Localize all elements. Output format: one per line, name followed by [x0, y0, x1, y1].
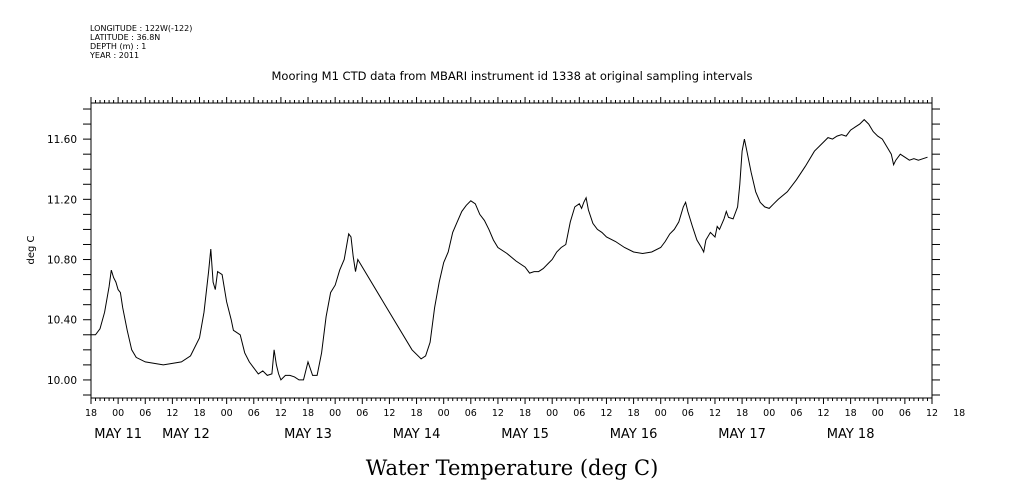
- x-tick-label: 06: [573, 408, 585, 419]
- x-tick-label: 00: [546, 408, 558, 419]
- x-tick-label: 06: [139, 408, 151, 419]
- longitude-label: LONGITUDE : 122W(-122): [90, 24, 192, 33]
- x-tick-label: 12: [166, 408, 178, 419]
- x-tick-label: 18: [845, 408, 857, 419]
- y-tick-label: 11.60: [47, 134, 77, 146]
- x-tick-label: 06: [790, 408, 802, 419]
- y-tick-label: 11.20: [47, 194, 77, 206]
- date-label: MAY 15: [501, 427, 549, 442]
- date-label: MAY 18: [827, 427, 875, 442]
- x-tick-label: 00: [763, 408, 775, 419]
- date-label: MAY 13: [284, 427, 332, 442]
- x-tick-label: 06: [465, 408, 477, 419]
- x-tick-label: 18: [519, 408, 531, 419]
- x-tick-label: 06: [356, 408, 368, 419]
- date-labels: MAY 11 MAY 12 MAY 13 MAY 14 MAY 15 MAY 16 MAY …: [94, 427, 874, 442]
- x-tick-label: 12: [383, 408, 395, 419]
- y-axis-label: deg C: [26, 235, 37, 264]
- x-tick-label: 12: [709, 408, 721, 419]
- plot-frame: [90, 102, 933, 399]
- axis-ticks: [83, 97, 940, 404]
- x-tick-label: 18: [193, 408, 205, 419]
- y-tick-labels: 10.00 10.40 10.80 11.20 11.60: [47, 134, 77, 387]
- y-tick-label: 10.40: [47, 315, 77, 327]
- date-label: MAY 14: [393, 427, 441, 442]
- x-tick-label: 00: [872, 408, 884, 419]
- year-label: YEAR : 2011: [89, 51, 139, 60]
- x-tick-label: 12: [492, 408, 504, 419]
- x-tick-label: 06: [682, 408, 694, 419]
- x-tick-label: 18: [302, 408, 314, 419]
- date-label: MAY 12: [162, 427, 210, 442]
- date-label: MAY 16: [610, 427, 658, 442]
- date-label: MAY 17: [718, 427, 766, 442]
- y-tick-label: 10.00: [47, 375, 77, 387]
- x-tick-label: 18: [628, 408, 640, 419]
- x-axis-label: Water Temperature (deg C): [366, 456, 659, 480]
- series-line: [91, 118, 928, 381]
- date-label: MAY 11: [94, 427, 142, 442]
- x-tick-labels: 18 00 06 12 18 00 06 12 18 00 06 12 18 00 06 12 18 00 06 12…: [85, 408, 965, 419]
- x-tick-label: 18: [953, 408, 965, 419]
- x-tick-label: 00: [112, 408, 124, 419]
- x-tick-label: 12: [926, 408, 938, 419]
- depth-label: DEPTH (m) : 1: [90, 42, 146, 51]
- x-tick-label: 00: [655, 408, 667, 419]
- x-tick-label: 12: [600, 408, 612, 419]
- x-tick-label: 06: [248, 408, 260, 419]
- x-tick-label: 18: [736, 408, 748, 419]
- x-tick-label: 18: [411, 408, 423, 419]
- x-tick-label: 12: [817, 408, 829, 419]
- x-tick-label: 00: [221, 408, 233, 419]
- x-tick-label: 06: [899, 408, 911, 419]
- y-tick-label: 10.80: [47, 255, 77, 267]
- x-tick-label: 12: [275, 408, 287, 419]
- x-tick-label: 00: [329, 408, 341, 419]
- x-tick-label: 18: [85, 408, 97, 419]
- latitude-label: LATITUDE : 36.8N: [90, 33, 160, 42]
- chart-title: Mooring M1 CTD data from MBARI instrumen…: [272, 69, 753, 83]
- x-tick-label: 00: [438, 408, 450, 419]
